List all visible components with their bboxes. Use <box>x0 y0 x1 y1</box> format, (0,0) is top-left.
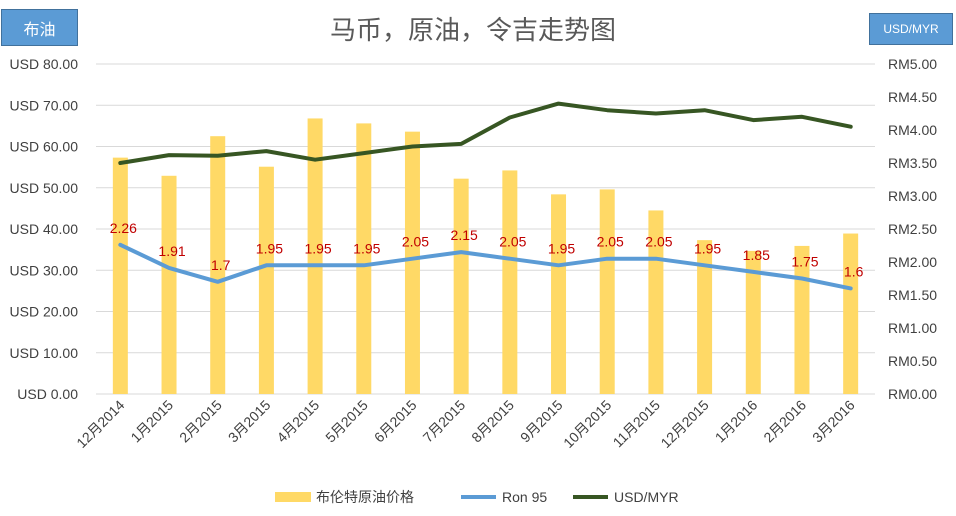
ron95-data-label: 1.75 <box>791 254 818 270</box>
x-axis-tick-label: 7月2015 <box>420 397 469 446</box>
brent-bar <box>258 166 274 394</box>
ron95-data-label: 2.05 <box>645 234 672 250</box>
usd-myr-line <box>118 101 853 165</box>
legend-label-ron95: Ron 95 <box>502 489 547 505</box>
brent-bar <box>502 170 518 394</box>
right-axis-tick-label: RM4.00 <box>888 122 937 138</box>
right-axis-tick-label: RM4.50 <box>888 89 937 105</box>
x-axis-tick-label: 12月2015 <box>657 397 711 451</box>
ron95-data-label: 1.85 <box>743 247 770 263</box>
brent-bar <box>794 245 810 394</box>
right-axis-tick-label: RM0.50 <box>888 353 937 369</box>
right-axis-tick-label: RM3.50 <box>888 155 937 171</box>
ron95-data-label: 1.95 <box>548 240 575 256</box>
x-axis-tick-label: 5月2015 <box>322 397 371 446</box>
x-axis-tick-label: 4月2015 <box>273 397 322 446</box>
legend: 布伦特原油价格 Ron 95 USD/MYR <box>275 489 679 505</box>
left-axis-tick-label: USD 70.00 <box>10 97 79 113</box>
x-axis-tick-label: 1月2015 <box>127 397 176 446</box>
brent-bar <box>697 240 713 394</box>
legend-swatch-brent <box>275 492 311 502</box>
ron95-data-label: 1.6 <box>844 263 864 279</box>
left-axis-ticks: USD 0.00 USD 10.00 USD 20.00 USD 30.00 USD 4… <box>10 56 79 402</box>
legend-label-usd-myr: USD/MYR <box>614 489 679 505</box>
left-axis-tick-label: USD 40.00 <box>10 221 79 237</box>
right-axis-tick-label: RM3.00 <box>888 188 937 204</box>
chart-title: 马币，原油，令吉走势图 <box>329 16 616 46</box>
legend-label-brent: 布伦特原油价格 <box>316 489 414 505</box>
x-axis-ticks: 12月2014 1月2015 2月2015 3月2015 4月2015 5月2015 6月2… <box>73 397 858 451</box>
ron95-data-label: 2.05 <box>597 234 624 250</box>
brent-bar <box>307 118 323 394</box>
left-axis-tick-label: USD 60.00 <box>10 139 79 155</box>
right-axis-tick-label: RM1.00 <box>888 320 937 336</box>
brent-bars <box>112 118 859 395</box>
x-axis-tick-label: 3月2015 <box>225 397 274 446</box>
x-axis-tick-label: 8月2015 <box>468 397 517 446</box>
x-axis-tick-label: 10月2015 <box>560 397 614 451</box>
brent-bar <box>648 210 664 394</box>
ron95-data-label: 2.05 <box>402 234 429 250</box>
right-axis-ticks: RM0.00 RM0.50 RM1.00 RM1.50 RM2.00 RM2.50 RM3.… <box>888 56 937 402</box>
brent-bar <box>599 189 615 394</box>
ron95-data-label: 1.7 <box>211 257 231 273</box>
x-axis-tick-label: 9月2015 <box>517 397 566 446</box>
ron95-data-label: 2.15 <box>451 227 478 243</box>
brent-bar <box>161 175 177 394</box>
brent-bar <box>843 233 859 394</box>
brent-bar <box>210 136 226 394</box>
brent-tag-box: 布油 <box>1 9 78 46</box>
ron95-data-labels: 2.26 1.91 1.7 1.95 1.95 1.95 2.05 2.15 2.05 1.95 2… <box>110 220 864 280</box>
ron95-data-label: 1.95 <box>353 240 380 256</box>
series-lines <box>118 101 853 291</box>
left-axis-tick-label: USD 10.00 <box>10 345 79 361</box>
left-axis-tick-label: USD 50.00 <box>10 180 79 196</box>
brent-bar <box>551 194 567 394</box>
gridlines <box>96 63 875 395</box>
ron95-data-label: 2.26 <box>110 220 137 236</box>
x-axis-tick-label: 6月2015 <box>371 397 420 446</box>
ron95-data-label: 1.95 <box>694 240 721 256</box>
usd-myr-tag-box: USD/MYR <box>869 13 953 45</box>
right-axis-tick-label: RM2.00 <box>888 254 937 270</box>
right-axis-tick-label: RM2.50 <box>888 221 937 237</box>
ron95-data-label: 1.95 <box>304 240 331 256</box>
right-axis-tick-label: RM1.50 <box>888 287 937 303</box>
x-axis-tick-label: 3月2016 <box>809 397 858 446</box>
right-axis-tick-label: RM5.00 <box>888 56 937 72</box>
ron95-data-label: 1.95 <box>256 240 283 256</box>
left-axis-tick-label: USD 0.00 <box>17 386 78 402</box>
brent-bar <box>745 250 761 394</box>
left-axis-tick-label: USD 20.00 <box>10 304 79 320</box>
right-axis-tick-label: RM0.00 <box>888 386 937 402</box>
left-axis-tick-label: USD 80.00 <box>10 56 79 72</box>
x-axis-tick-label: 2月2016 <box>760 397 809 446</box>
ron95-line <box>118 242 853 291</box>
ron95-data-label: 1.91 <box>158 243 185 259</box>
brent-bar <box>404 131 420 394</box>
brent-bar <box>453 178 469 394</box>
x-axis-tick-label: 1月2016 <box>712 397 761 446</box>
brent-bar <box>112 157 128 394</box>
x-axis-tick-label: 12月2014 <box>73 397 127 451</box>
left-axis-tick-label: USD 30.00 <box>10 262 79 278</box>
ron95-data-label: 2.05 <box>499 234 526 250</box>
x-axis-tick-label: 2月2015 <box>176 397 225 446</box>
brent-bar <box>356 123 372 395</box>
x-axis-tick-label: 11月2015 <box>610 397 664 451</box>
